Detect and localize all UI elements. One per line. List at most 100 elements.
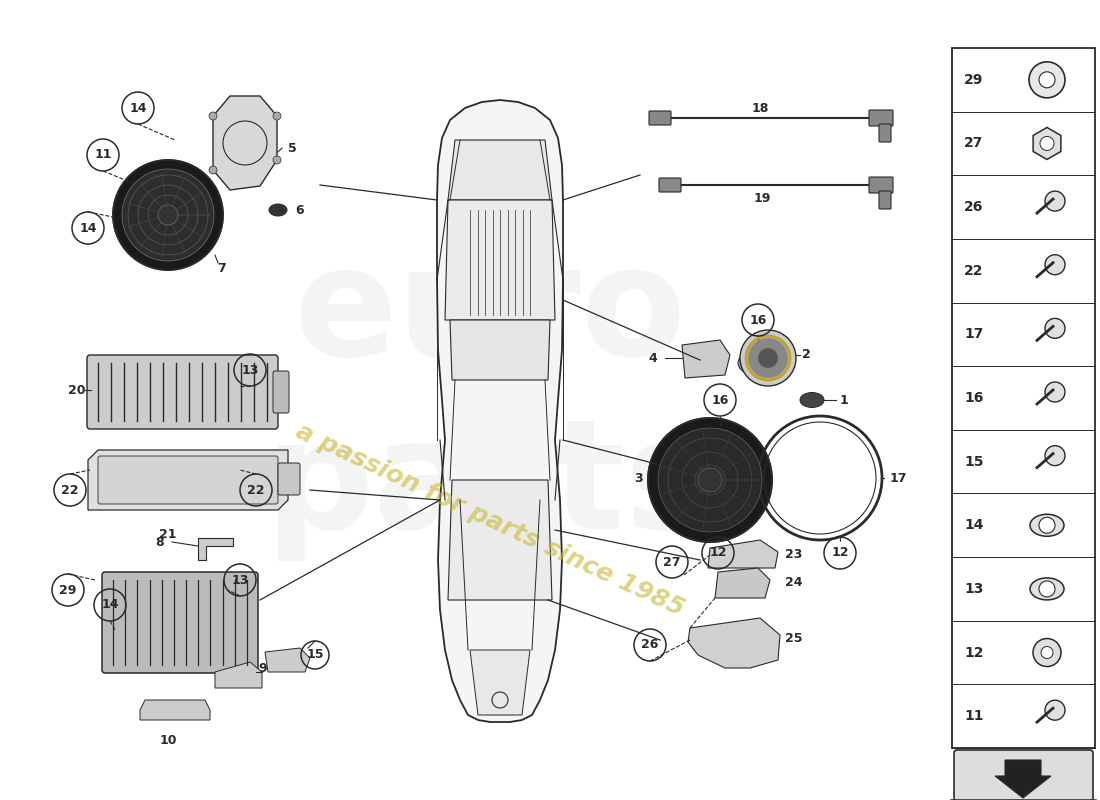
Text: 22: 22 [62,483,79,497]
Circle shape [648,418,772,542]
Text: 13: 13 [231,574,249,586]
Polygon shape [214,662,262,688]
Circle shape [209,112,217,120]
Text: 12: 12 [710,546,727,559]
Ellipse shape [1030,514,1064,536]
Polygon shape [682,340,730,378]
Polygon shape [996,760,1050,798]
Text: 11: 11 [95,149,112,162]
Text: 22: 22 [965,264,983,278]
Text: 4: 4 [648,351,657,365]
Polygon shape [213,96,277,190]
FancyBboxPatch shape [278,463,300,495]
Circle shape [1040,72,1055,88]
Ellipse shape [270,204,287,216]
Polygon shape [450,320,550,380]
Text: 27: 27 [965,137,983,150]
FancyBboxPatch shape [659,178,681,192]
FancyBboxPatch shape [87,355,278,429]
Circle shape [273,156,280,164]
Text: 1: 1 [840,394,849,406]
Ellipse shape [1030,578,1064,600]
Text: 23: 23 [785,549,802,562]
Text: 3: 3 [634,471,642,485]
Text: 12: 12 [832,546,849,559]
Circle shape [1045,318,1065,338]
Circle shape [113,160,223,270]
Text: 15: 15 [306,649,323,662]
Circle shape [1028,62,1065,98]
Circle shape [1040,581,1055,597]
Text: 15: 15 [965,454,983,469]
FancyBboxPatch shape [869,177,893,193]
Text: 9: 9 [258,662,266,674]
Circle shape [658,428,762,532]
Polygon shape [448,480,552,600]
Circle shape [748,338,788,378]
FancyBboxPatch shape [869,110,893,126]
Polygon shape [715,568,770,598]
Polygon shape [708,540,778,568]
Text: 29: 29 [59,583,77,597]
Text: 5: 5 [288,142,297,154]
Text: 21: 21 [160,529,177,542]
Circle shape [1040,137,1054,150]
Polygon shape [265,648,310,672]
FancyBboxPatch shape [102,572,258,673]
FancyBboxPatch shape [98,456,278,504]
Text: 17: 17 [965,327,983,342]
Polygon shape [952,48,1094,748]
Circle shape [1040,518,1055,534]
Text: 27: 27 [663,555,681,569]
Circle shape [1045,700,1065,720]
Text: 10: 10 [160,734,177,746]
Polygon shape [437,100,563,722]
Circle shape [1041,646,1053,658]
Polygon shape [88,450,288,510]
Circle shape [122,169,214,261]
Circle shape [1045,191,1065,211]
FancyBboxPatch shape [273,371,289,413]
Circle shape [1045,382,1065,402]
Text: 26: 26 [965,200,983,214]
Text: 24: 24 [785,575,803,589]
Text: 19: 19 [754,191,771,205]
Text: 14: 14 [79,222,97,234]
Circle shape [758,348,778,368]
Circle shape [1045,446,1065,466]
Circle shape [273,112,280,120]
Text: 13: 13 [241,363,258,377]
Text: 6: 6 [295,203,304,217]
FancyBboxPatch shape [954,750,1093,800]
Text: 22: 22 [248,483,265,497]
Text: 25: 25 [785,631,803,645]
FancyBboxPatch shape [879,191,891,209]
Circle shape [1033,638,1062,666]
Text: 14: 14 [965,518,983,532]
Text: 26: 26 [641,638,659,651]
Polygon shape [198,538,233,560]
Polygon shape [688,618,780,668]
Ellipse shape [800,393,824,407]
Text: 20: 20 [68,383,86,397]
Text: 29: 29 [965,73,983,87]
Circle shape [158,205,178,225]
Text: 11: 11 [965,709,983,723]
Polygon shape [1033,127,1060,159]
Polygon shape [470,650,530,715]
Circle shape [698,468,722,492]
Text: 14: 14 [101,598,119,611]
Text: a passion for parts since 1985: a passion for parts since 1985 [293,419,688,621]
Ellipse shape [738,352,768,374]
Circle shape [209,166,217,174]
Text: 2: 2 [802,349,811,362]
Polygon shape [140,700,210,720]
Text: 16: 16 [965,391,983,405]
Circle shape [740,330,796,386]
Polygon shape [446,200,556,320]
Text: 8: 8 [155,535,164,549]
Text: 17: 17 [890,471,908,485]
Text: 12: 12 [965,646,983,659]
Text: 13: 13 [965,582,983,596]
FancyBboxPatch shape [879,124,891,142]
